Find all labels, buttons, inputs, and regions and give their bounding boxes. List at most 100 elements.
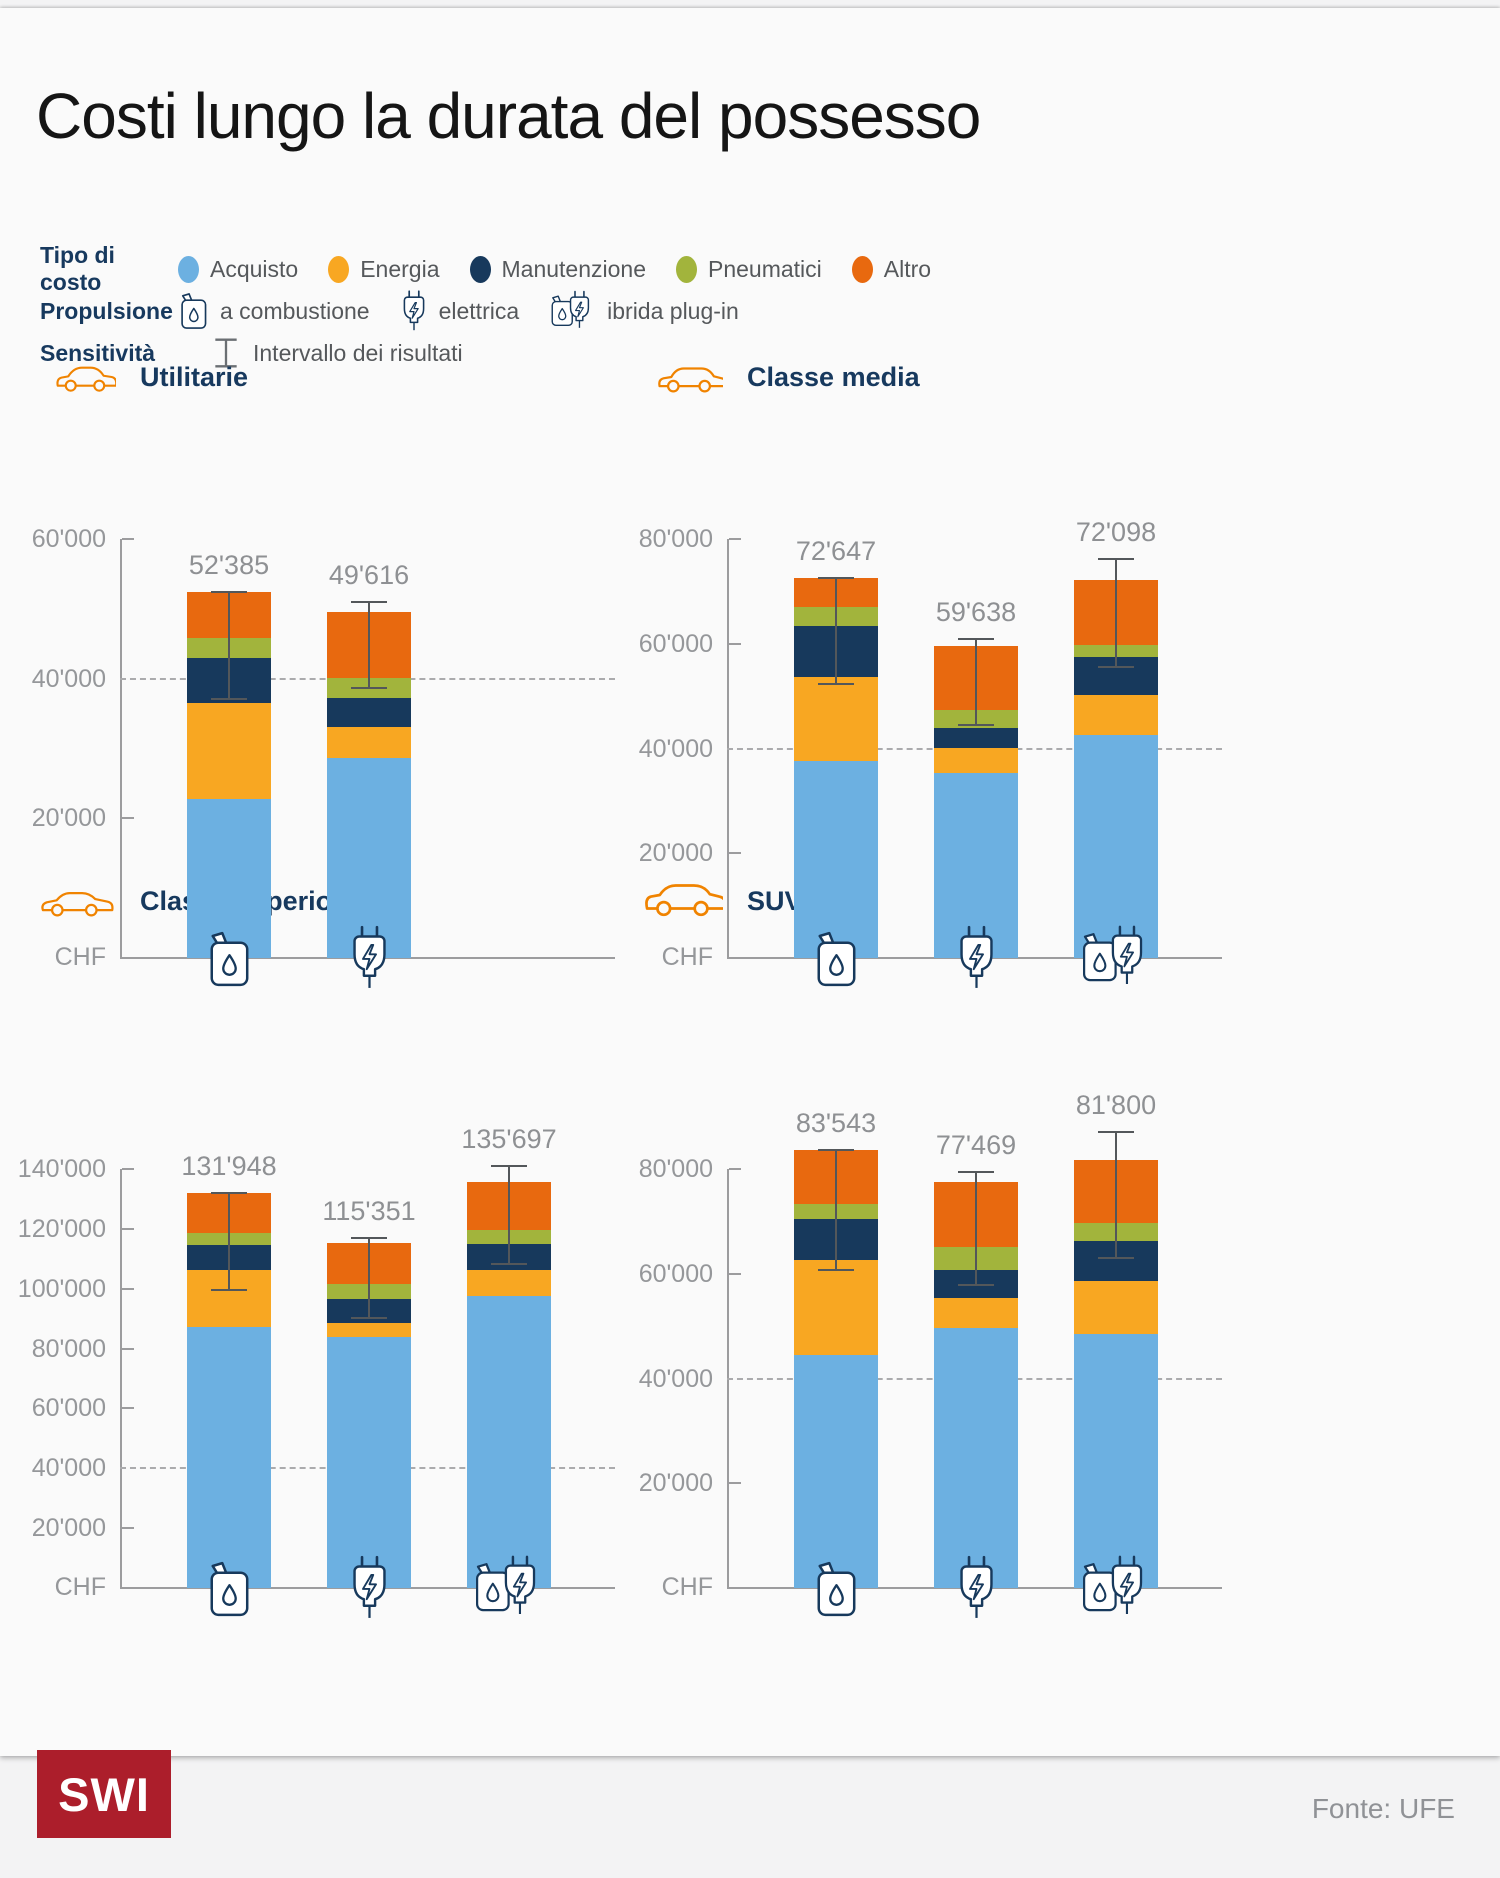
error-bar-line	[368, 601, 370, 689]
segment-acquisto	[187, 1327, 271, 1588]
segment-energia	[327, 1323, 411, 1337]
error-bar-cap-bottom	[351, 687, 387, 690]
fuel-icon	[813, 930, 859, 988]
pneumatici-swatch	[676, 255, 697, 283]
legend-item-label: Altro	[883, 255, 932, 282]
chart-title: Classe media	[747, 362, 920, 392]
legend-row-sensitivity: Sensitività Intervallo dei risultati	[40, 332, 1240, 374]
error-bar-cap-top	[958, 637, 994, 640]
axis-unit-label: CHF	[661, 1573, 713, 1601]
error-bar-cap-top	[1098, 1130, 1134, 1133]
error-bar-line	[228, 592, 230, 699]
error-bar-cap-bottom	[491, 1262, 527, 1265]
error-bar-line	[975, 1171, 977, 1286]
segment-acquisto	[794, 1355, 878, 1588]
stacked-bar-3	[1074, 580, 1158, 958]
error-bar-cap-bottom	[211, 1289, 247, 1292]
hybrid-icon	[1079, 1555, 1153, 1620]
sedan-car-icon	[30, 884, 116, 918]
energia-swatch	[328, 255, 350, 283]
y-tick	[729, 538, 741, 540]
hybrid-icon	[472, 1555, 546, 1620]
y-tick	[122, 1407, 134, 1410]
y-tick	[122, 1227, 134, 1230]
y-tick-label: 20'000	[638, 1469, 713, 1498]
plug-icon	[348, 1555, 391, 1621]
error-bar-line	[975, 638, 977, 725]
legend-sensitivity-term: Sensitività	[40, 339, 156, 366]
error-bar-line	[1115, 558, 1117, 668]
bar-total-label: 83'543	[795, 1108, 877, 1139]
error-bar-cap-bottom	[351, 1317, 387, 1320]
legend-item-elettrica: elettrica	[400, 290, 520, 332]
chart-title: SUV	[747, 886, 803, 916]
legend-item-label: elettrica	[438, 297, 520, 324]
axis-unit-label: CHF	[54, 943, 106, 971]
legend-item-label: Acquisto	[210, 255, 299, 282]
error-bar-cap-bottom	[958, 723, 994, 726]
y-tick-label: 40'000	[638, 734, 713, 763]
swi-logo-text: SWI	[58, 1767, 150, 1821]
y-tick-label: 20'000	[31, 804, 106, 833]
error-bar-cap-top	[1098, 557, 1134, 560]
y-tick	[122, 1347, 134, 1350]
legend-item-label: Intervallo dei risultati	[253, 339, 463, 366]
segment-energia	[1074, 1281, 1158, 1334]
fuel-icon	[181, 293, 207, 329]
suv-car-icon	[641, 872, 728, 918]
y-tick	[729, 1168, 741, 1170]
segment-energia	[794, 677, 878, 761]
segment-acquisto	[1074, 734, 1158, 958]
legend-item-acquisto: Acquisto	[178, 255, 299, 283]
y-tick-label: 60'000	[31, 525, 106, 553]
stacked-bar-3	[467, 1181, 551, 1588]
segment-acquisto	[794, 760, 878, 958]
segment-acquisto	[467, 1295, 551, 1588]
bar-total-label: 81'800	[1075, 1089, 1157, 1120]
error-bar-cap-top	[351, 1236, 387, 1239]
error-bar-cap-bottom	[1098, 666, 1134, 669]
segment-acquisto	[1074, 1333, 1158, 1588]
y-axis	[120, 1169, 122, 1588]
y-tick	[122, 538, 134, 540]
hybrid-icon	[549, 290, 596, 332]
segment-energia	[934, 747, 1018, 774]
plug-icon	[403, 290, 425, 332]
error-bar-cap-top	[818, 576, 854, 579]
source-label: Fonte: UFE	[1311, 1793, 1455, 1824]
bar-total-label: 52'385	[188, 550, 270, 581]
legend-item-altro: Altro	[851, 255, 932, 283]
bar-total-label: 115'351	[322, 1195, 416, 1226]
legend-item-ibrida: ibrida plug-in	[549, 290, 739, 332]
stacked-bar-2	[327, 611, 411, 958]
segment-energia	[934, 1298, 1018, 1329]
segment-energia	[1074, 695, 1158, 735]
bar-total-label: 49'616	[328, 559, 410, 590]
legend-cost-term: Tipo di costo	[40, 242, 115, 295]
wagon-car-icon	[655, 360, 727, 394]
error-bar-cap-bottom	[818, 1269, 854, 1272]
segment-manutenzione	[934, 728, 1018, 748]
chart-title: Utilitarie	[140, 362, 249, 392]
fuel-icon	[813, 1560, 859, 1618]
legend-item-combustione: a combustione	[178, 292, 370, 330]
error-bar-cap-bottom	[211, 697, 247, 700]
legend-row-cost: Tipo di costo Acquisto Energia Manutenzi…	[40, 242, 1240, 295]
error-bar-line	[835, 1150, 837, 1271]
error-bar-cap-top	[211, 591, 247, 594]
segment-acquisto	[934, 1328, 1018, 1588]
swi-logo: SWI	[37, 1750, 171, 1838]
error-bar-cap-bottom	[1098, 1256, 1134, 1259]
legend-row-propulsion: Propulsione a combustione elettrica ibri…	[40, 290, 1240, 332]
legend-item-label: Energia	[360, 255, 440, 282]
error-bar-cap-bottom	[818, 683, 854, 686]
error-bar-cap-top	[351, 600, 387, 603]
hatchback-car-icon	[54, 360, 118, 394]
legend-item-label: a combustione	[220, 297, 370, 324]
y-tick-label: 120'000	[17, 1214, 106, 1243]
stacked-bar-1	[794, 577, 878, 958]
y-tick	[122, 1527, 134, 1530]
stacked-bar-1	[187, 1193, 271, 1588]
y-tick	[122, 1287, 134, 1290]
